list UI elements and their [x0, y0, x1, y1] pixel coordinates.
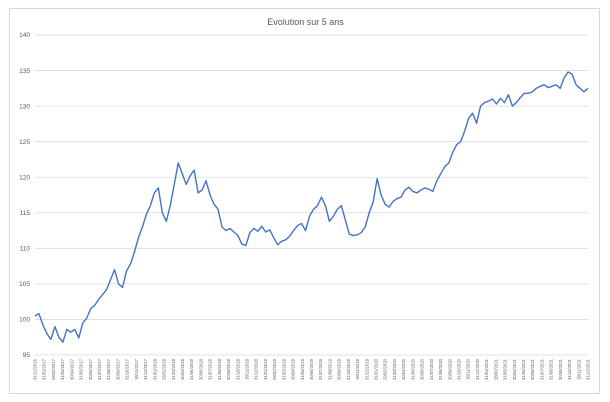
x-tick-label: 31/01/2018: [152, 358, 157, 380]
x-tick-label: 31/12/2017: [143, 358, 148, 380]
x-tick-label: 31/08/2018: [217, 358, 222, 380]
y-tick-label: 100: [19, 317, 30, 324]
y-tick-label: 95: [23, 352, 31, 359]
x-tick-label: 31/05/2017: [79, 358, 84, 380]
chart-title: Evolution sur 5 ans: [267, 17, 344, 27]
x-tick-label: 30/09/2020: [447, 358, 452, 380]
x-tick-label: 31/08/2017: [106, 358, 111, 380]
y-tick-label: 115: [20, 210, 31, 217]
x-tick-label: 30/06/2019: [309, 358, 314, 380]
x-tick-label: 31/08/2021: [549, 358, 554, 380]
x-tick-label: 30/06/2020: [420, 358, 425, 380]
x-tick-label: 30/04/2018: [180, 358, 185, 380]
x-tick-label: 30/09/2021: [558, 358, 563, 380]
x-tick-label: 31/10/2019: [346, 358, 351, 380]
x-tick-label: 30/11/2019: [355, 358, 360, 379]
y-tick-label: 140: [19, 32, 30, 39]
x-tick-label: 30/11/2020: [466, 358, 471, 379]
x-tick-label: 31/03/2017: [60, 358, 65, 380]
gridlines: [35, 34, 588, 356]
x-tick-label: 31/10/2017: [125, 358, 130, 380]
y-tick-label: 105: [19, 281, 30, 288]
x-tick-label: 30/09/2017: [115, 358, 120, 380]
x-tick-label: 31/10/2018: [235, 358, 240, 380]
x-tick-label: 31/07/2017: [97, 358, 102, 380]
x-tick-label: 31/05/2020: [410, 358, 415, 380]
x-tick-label: 28/02/2017: [51, 358, 56, 380]
x-tick-label: 31/07/2021: [539, 358, 544, 380]
x-tick-label: 30/09/2019: [337, 358, 342, 380]
x-tick-label: 31/01/2020: [374, 358, 379, 380]
x-tick-label: 31/10/2021: [567, 358, 572, 380]
x-tick-label: 30/04/2020: [401, 358, 406, 380]
y-tick-label: 130: [19, 103, 30, 110]
x-tick-label: 28/02/2021: [493, 358, 498, 380]
x-tick-label: 31/03/2021: [503, 358, 508, 380]
x-tick-label: 31/01/2021: [484, 358, 489, 380]
x-tick-label: 31/12/2016: [33, 358, 38, 380]
x-tick-label: 31/05/2021: [521, 358, 526, 380]
y-tick-label: 135: [19, 68, 30, 75]
x-tick-label: 31/12/2021: [586, 358, 591, 380]
x-tick-label: 30/06/2017: [88, 358, 93, 380]
series-layer: [34, 71, 589, 343]
x-tick-label: 30/11/2017: [134, 358, 139, 379]
y-tick-label: 125: [19, 139, 30, 146]
x-tick-label: 30/11/2018: [244, 358, 249, 379]
x-tick-label: 31/05/2018: [189, 358, 194, 380]
x-tick-label: 31/10/2020: [456, 358, 461, 380]
x-tick-label: 30/04/2017: [69, 358, 74, 380]
x-tick-label: 31/03/2018: [171, 358, 176, 380]
x-tick-label: 31/07/2019: [318, 358, 323, 380]
x-tick-label: 30/04/2019: [291, 358, 296, 380]
x-tick-label: 31/05/2019: [300, 358, 305, 380]
x-tick-label: 31/01/2019: [263, 358, 268, 380]
chart-frame: Evolution sur 5 ans 95 100 105 110 115 120 125…: [9, 8, 600, 394]
x-tick-label: 31/08/2020: [438, 358, 443, 380]
x-tick-label: 29/02/2020: [383, 358, 388, 380]
x-tick-label: 31/03/2020: [392, 358, 397, 380]
x-tick-label: 31/07/2020: [429, 358, 434, 380]
x-tick-label: 31/03/2019: [281, 358, 286, 380]
y-tick-label: 110: [20, 246, 31, 253]
x-tick-label: 30/04/2021: [512, 358, 517, 380]
x-tick-label: 30/06/2021: [530, 358, 535, 380]
y-tick-label: 120: [19, 174, 30, 181]
x-tick-label: 30/06/2018: [198, 358, 203, 380]
x-tick-label: 31/12/2018: [254, 358, 259, 380]
x-tick-label: 31/07/2018: [208, 358, 213, 380]
series-line: [34, 71, 589, 343]
x-tick-label: 28/02/2018: [162, 358, 167, 380]
y-axis-ticks: 95 100 105 110 115 120 125 130 135 140: [19, 32, 30, 359]
x-tick-label: 30/11/2021: [576, 358, 581, 379]
x-axis-ticks: 31/12/2016 31/01/2017 28/02/2017 31/03/2017…: [33, 358, 591, 380]
line-chart: Evolution sur 5 ans 95 100 105 110 115 120 125…: [19, 17, 591, 380]
x-tick-label: 31/12/2019: [364, 358, 369, 380]
x-tick-label: 30/09/2018: [226, 358, 231, 380]
x-tick-label: 31/12/2020: [475, 358, 480, 380]
x-tick-label: 28/02/2019: [272, 358, 277, 380]
x-tick-label: 31/01/2017: [42, 358, 47, 380]
x-tick-label: 31/08/2019: [327, 358, 332, 380]
